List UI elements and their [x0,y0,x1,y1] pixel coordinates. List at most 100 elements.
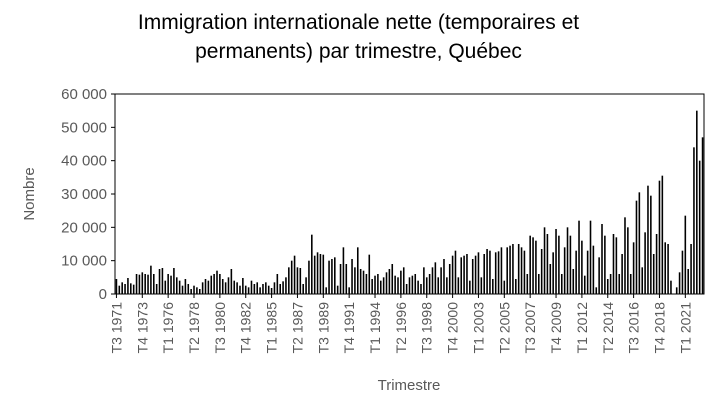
bar [560,274,563,294]
bar [506,247,508,294]
bar [118,285,121,294]
bar [227,277,230,294]
bar [586,250,589,294]
bar [618,274,621,294]
bar [606,279,609,294]
bar [242,278,244,294]
bar [132,284,135,294]
y-tick-label: 40 000 [61,153,107,170]
bar [121,282,123,294]
bar [652,254,655,294]
bar [158,269,161,294]
bar [512,244,514,294]
bar [698,160,701,294]
bar [661,175,664,294]
bar [627,227,629,294]
bar [127,278,129,294]
x-tick-label: T2 1987 [289,302,305,354]
bar [259,287,261,294]
y-tick-label: 10 000 [61,253,107,270]
bar [474,255,477,294]
bar [517,244,520,294]
bar [288,267,290,294]
bar [365,274,368,294]
x-tick-label: T3 1989 [315,302,331,354]
bar [595,287,598,294]
bar [270,288,273,294]
bar [538,274,540,294]
bar [641,267,644,294]
bar [650,195,652,294]
bar [135,274,138,294]
x-axis: T3 1971 T4 1973 T1 1976 T2 1978 T3 1980 T4 19… [108,294,693,353]
x-tick-label: T4 2018 [651,302,667,354]
bar [469,280,471,294]
bar [345,264,348,294]
bar [638,192,641,294]
bar [572,269,575,294]
bar [460,257,463,294]
bar [308,260,310,294]
bar [354,267,356,294]
bar [273,282,276,294]
bar [540,249,543,294]
bar [178,280,181,294]
bar [696,110,698,294]
bar [457,277,460,294]
bar [589,220,592,294]
bar [161,268,164,294]
bar [262,284,264,294]
bar [379,280,382,294]
bar [213,274,215,294]
x-tick-label: T1 2003 [470,302,486,354]
bar [322,254,325,294]
bar [256,282,259,294]
bar [311,234,313,294]
bar [175,277,178,294]
bar [339,264,342,294]
bar [190,289,192,294]
bar [385,272,388,294]
bar [296,267,299,294]
bar [239,285,241,294]
y-tick-label: 20 000 [61,219,107,236]
bar [658,180,661,294]
bar [374,275,376,294]
bar [563,247,566,294]
x-tick-label: T3 1998 [419,302,435,354]
x-tick-label: T4 1982 [238,302,254,354]
bar [153,274,155,294]
bar [431,267,434,294]
bar [417,280,419,294]
bar [230,269,233,294]
bar [543,227,546,294]
bar [210,275,213,294]
bar [443,259,445,294]
bar [629,274,632,294]
x-tick-label: T1 2021 [677,302,693,354]
bar [420,284,422,294]
bar [351,259,353,294]
bar [609,274,612,294]
bar [207,280,210,294]
bar [532,237,534,294]
bar [244,285,247,294]
bar [141,272,144,294]
bar [130,283,132,294]
bar-series [115,110,704,294]
bar [331,259,333,294]
bar [167,274,169,294]
bar [293,255,296,294]
bar [253,284,256,294]
bar [598,257,600,294]
y-axis: 0 10 000 20 000 30 000 40 000 50 000 60 000 [61,86,115,303]
bar [319,254,322,294]
chart-title: Immigration internationale nette (tempor… [0,8,717,66]
x-tick-label: T2 1978 [186,302,202,354]
bar [566,227,569,294]
bar [526,274,529,294]
bar [509,245,511,294]
x-tick-label: T2 2005 [496,302,512,354]
x-tick-label: T1 1985 [264,302,280,354]
